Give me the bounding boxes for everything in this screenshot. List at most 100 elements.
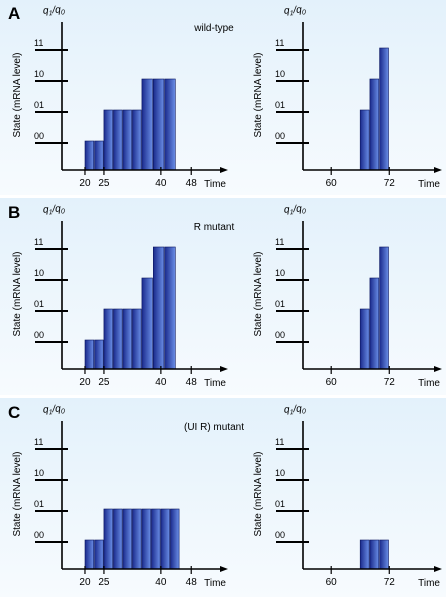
panel-letter: B xyxy=(8,203,20,222)
x-axis-arrowhead xyxy=(220,167,228,173)
x-tick-label: 60 xyxy=(326,377,338,388)
bar xyxy=(379,539,389,570)
right-chart: 00 01 10 11 60 72 Time State (mRNA level) q1/q0 xyxy=(253,203,442,389)
y-tick-label: 11 xyxy=(275,38,284,48)
x-tick-label: 72 xyxy=(384,178,396,189)
y-tick-label: 10 xyxy=(34,268,44,278)
y-tick-label: 00 xyxy=(34,530,44,540)
panel-letter: A xyxy=(8,4,20,23)
x-axis-label: Time xyxy=(418,578,440,589)
y-tick-label: 01 xyxy=(275,100,285,110)
bar xyxy=(160,508,170,570)
x-axis-label: Time xyxy=(204,378,226,389)
bar xyxy=(153,246,165,370)
y-corner-label: q1/q0 xyxy=(43,203,66,216)
bar xyxy=(141,78,153,171)
y-tick-label: 01 xyxy=(34,499,44,509)
y-tick-label: 01 xyxy=(275,499,285,509)
y-corner-label: q1/q0 xyxy=(43,4,66,17)
y-tick-label: 10 xyxy=(275,69,285,79)
y-tick-label: 10 xyxy=(34,468,44,478)
x-axis-arrowhead xyxy=(434,566,442,572)
y-tick-label: 11 xyxy=(275,437,284,447)
x-tick-label: 72 xyxy=(384,577,396,588)
bar xyxy=(359,109,370,171)
bar xyxy=(164,78,176,171)
y-axis-label: State (mRNA level) xyxy=(12,251,23,336)
x-tick-label: 48 xyxy=(186,178,198,189)
x-axis-arrowhead xyxy=(434,167,442,173)
y-tick-label: 11 xyxy=(34,437,43,447)
bar xyxy=(113,308,123,370)
y-corner-label: q1/q0 xyxy=(284,203,307,216)
panel-b: B R mutant 00 01 10 11 20 25 40 48 Time State (mRNA… xyxy=(8,203,442,389)
bar xyxy=(122,109,132,171)
bar xyxy=(113,109,123,171)
x-tick-label: 60 xyxy=(326,577,338,588)
x-axis-label: Time xyxy=(418,179,440,190)
y-corner-label: q1/q0 xyxy=(284,403,307,416)
x-tick-label: 25 xyxy=(98,178,110,189)
x-axis-arrowhead xyxy=(220,366,228,372)
y-tick-label: 10 xyxy=(34,69,44,79)
y-corner-label: q1/q0 xyxy=(43,403,66,416)
y-tick-label: 00 xyxy=(275,131,285,141)
x-axis-label: Time xyxy=(204,179,226,190)
bar xyxy=(141,277,153,370)
y-tick-label: 11 xyxy=(34,237,43,247)
bar xyxy=(153,78,165,171)
bar xyxy=(369,539,380,570)
y-axis-label: State (mRNA level) xyxy=(253,52,264,137)
panel-c: C (UI R) mutant 00 01 10 11 20 25 40 48 Time State … xyxy=(8,403,442,589)
left-chart: 00 01 10 11 20 25 40 48 Time State (mRNA level) q1… xyxy=(12,4,228,190)
y-axis-label: State (mRNA level) xyxy=(12,52,23,137)
y-axis-label: State (mRNA level) xyxy=(12,451,23,536)
left-chart: 00 01 10 11 20 25 40 48 Time State (mRNA level) q1… xyxy=(12,403,228,589)
y-tick-label: 10 xyxy=(275,468,285,478)
y-corner-label: q1/q0 xyxy=(284,4,307,17)
y-tick-label: 00 xyxy=(275,530,285,540)
y-tick-label: 00 xyxy=(34,131,44,141)
x-tick-label: 20 xyxy=(79,377,91,388)
panel-title: R mutant xyxy=(194,222,235,233)
x-tick-label: 72 xyxy=(384,377,396,388)
y-tick-label: 01 xyxy=(275,299,285,309)
right-chart: 00 01 10 11 60 72 Time State (mRNA level) q1/q0 xyxy=(253,4,442,190)
y-axis-label: State (mRNA level) xyxy=(253,451,264,536)
x-tick-label: 20 xyxy=(79,577,91,588)
x-axis-arrowhead xyxy=(434,366,442,372)
x-tick-label: 48 xyxy=(186,377,198,388)
bar xyxy=(170,508,180,570)
panel-title: (UI R) mutant xyxy=(184,422,244,433)
x-tick-label: 60 xyxy=(326,178,338,189)
x-tick-label: 40 xyxy=(155,577,167,588)
y-tick-label: 10 xyxy=(275,268,285,278)
bar xyxy=(132,508,142,570)
x-tick-label: 40 xyxy=(155,377,167,388)
bar xyxy=(164,246,176,370)
bar xyxy=(369,277,380,370)
y-axis-label: State (mRNA level) xyxy=(253,251,264,336)
right-chart: 00 01 10 11 60 72 Time State (mRNA level) q1/q0 xyxy=(253,403,442,589)
bar xyxy=(84,539,94,570)
bar xyxy=(113,508,123,570)
y-tick-label: 00 xyxy=(275,330,285,340)
x-tick-label: 25 xyxy=(98,577,110,588)
bar xyxy=(379,47,389,171)
bar xyxy=(132,308,142,370)
y-tick-label: 01 xyxy=(34,299,44,309)
bar xyxy=(94,539,104,570)
bar xyxy=(369,78,380,171)
y-tick-label: 00 xyxy=(34,330,44,340)
bar xyxy=(379,246,389,370)
bar xyxy=(103,109,113,171)
bar xyxy=(84,140,94,171)
bar xyxy=(122,308,132,370)
bar xyxy=(84,339,94,370)
x-tick-label: 20 xyxy=(79,178,91,189)
bar xyxy=(141,508,151,570)
x-tick-label: 48 xyxy=(186,577,198,588)
bar xyxy=(359,539,370,570)
